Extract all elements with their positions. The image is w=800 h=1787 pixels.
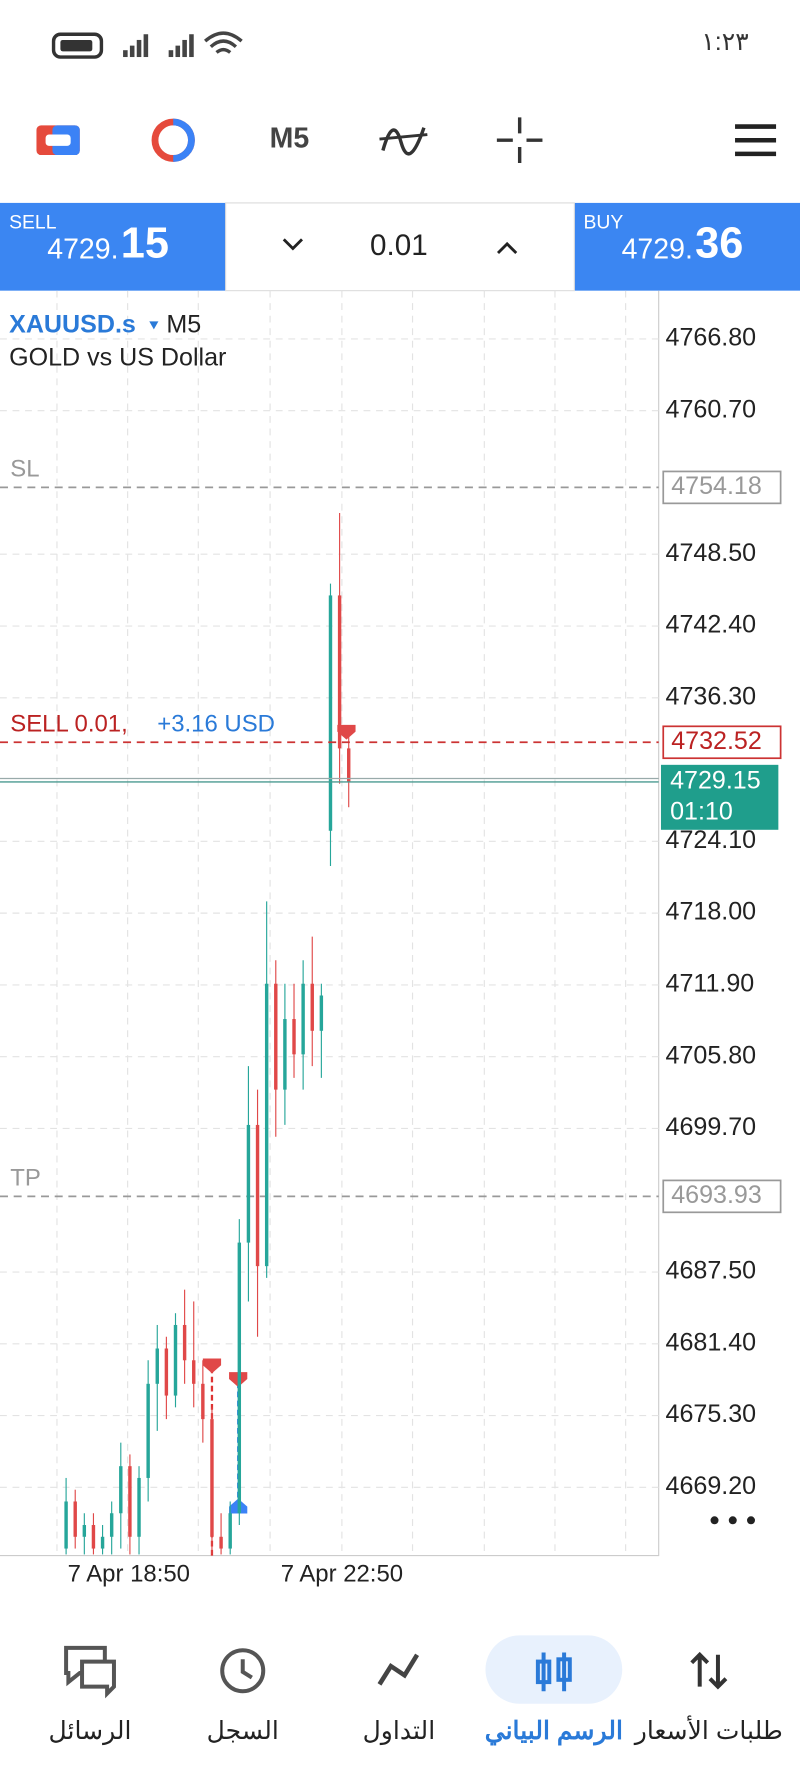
- candle-body: [146, 1383, 150, 1478]
- candle-body: [310, 983, 314, 1031]
- y-tick-label: 4766.80: [666, 324, 757, 352]
- volume-box: [225, 202, 575, 292]
- candle-body: [201, 1383, 205, 1420]
- y-tick-label: 4687.50: [666, 1257, 757, 1285]
- sl-box: [662, 470, 782, 505]
- position-label: SELL 0.01,: [10, 711, 127, 738]
- candle-body: [109, 1513, 114, 1537]
- candle-body: [274, 983, 278, 1090]
- toolbar-icons[interactable]: [36, 117, 777, 164]
- candle-body: [301, 983, 305, 1055]
- y-tick-label: 4681.40: [666, 1328, 757, 1356]
- candle-body: [255, 1124, 260, 1267]
- position-box: [662, 725, 782, 760]
- sell-button[interactable]: [0, 202, 226, 291]
- x-label: 7 Apr 22:50: [281, 1560, 403, 1587]
- sell-price: 4729.: [47, 233, 118, 265]
- candle-body: [119, 1466, 123, 1514]
- candle-body: [137, 1477, 141, 1537]
- candle-body: [228, 1513, 232, 1549]
- candle-body: [237, 1242, 242, 1514]
- candle-body: [173, 1324, 178, 1396]
- candle-body: [64, 1501, 68, 1549]
- candle-body: [328, 595, 333, 831]
- candle-body: [347, 748, 351, 782]
- y-tick-label: 4669.20: [666, 1472, 757, 1500]
- y-tick-label: 4711.90: [666, 970, 755, 998]
- candle-body: [100, 1536, 105, 1549]
- vertical-grid: [56, 290, 627, 1556]
- candle-body: [210, 1419, 214, 1537]
- symbol-description: GOLD vs US Dollar: [9, 344, 226, 372]
- clock: ١:٢٣: [701, 28, 748, 56]
- sl-price: 4754.18: [671, 472, 762, 500]
- trade-markers: [202, 724, 356, 1556]
- candle-body: [246, 1124, 251, 1243]
- candle-body: [283, 1019, 287, 1090]
- bid-box: [660, 764, 779, 830]
- y-tick-label: 4718.00: [666, 898, 757, 926]
- volume: 0.01: [370, 229, 428, 262]
- nav-active-bg: [485, 1635, 623, 1704]
- symbol-caret: [149, 321, 159, 330]
- candle-body: [337, 595, 342, 749]
- volume-arrows[interactable]: [282, 238, 518, 255]
- candle-body: [264, 983, 269, 1267]
- candle-body: [91, 1525, 96, 1549]
- nav-label[interactable]: طلبات الأسعار: [633, 1714, 783, 1746]
- y-tick-label: 4760.70: [666, 395, 757, 423]
- sell-label: SELL: [9, 212, 57, 234]
- buy-price-big: 36: [695, 220, 743, 268]
- timeframe-button[interactable]: M5: [270, 123, 310, 155]
- candle-body: [292, 1019, 296, 1055]
- y-tick-label: 4675.30: [666, 1400, 757, 1428]
- status-icons: [51, 31, 243, 59]
- position-profit: +3.16 USD: [157, 711, 275, 738]
- y-tick-label: 4724.10: [666, 826, 757, 854]
- candle-body: [128, 1466, 132, 1537]
- candle-body: [155, 1348, 159, 1384]
- candle-body: [192, 1360, 196, 1384]
- nav-label[interactable]: الرسم البياني: [485, 1717, 623, 1746]
- position-price: 4732.52: [671, 727, 762, 755]
- nav-label[interactable]: السجل: [207, 1717, 279, 1745]
- sl-label: SL: [10, 456, 39, 483]
- candle-body: [319, 995, 324, 1031]
- tp-label: TP: [10, 1165, 41, 1192]
- chart-border: [0, 290, 660, 1557]
- candle-body: [182, 1324, 187, 1361]
- candle-body: [82, 1525, 87, 1537]
- tp-box: [662, 1179, 782, 1214]
- y-tick-label: 4699.70: [666, 1113, 757, 1141]
- buy-price: 4729.: [622, 233, 693, 265]
- sell-price-big: 15: [121, 220, 169, 268]
- nav-icons: [64, 1645, 728, 1699]
- candle-body: [164, 1348, 169, 1396]
- chart-timeframe: M5: [166, 311, 201, 339]
- y-tick-label: 4736.30: [666, 682, 757, 710]
- y-tick-label: 4748.50: [666, 539, 757, 567]
- tp-price: 4693.93: [671, 1181, 762, 1209]
- bid-price: 4729.15: [670, 767, 761, 795]
- buy-label: BUY: [583, 212, 623, 234]
- candle-body: [219, 1536, 223, 1549]
- y-tick-label: 4705.80: [666, 1041, 757, 1069]
- bar-countdown: 01:10: [670, 797, 733, 825]
- buy-button[interactable]: [574, 202, 800, 291]
- symbol[interactable]: XAUUSD.s: [9, 311, 136, 339]
- y-tick-label: 4742.40: [666, 611, 757, 639]
- x-label: 7 Apr 18:50: [68, 1560, 190, 1587]
- candle-body: [73, 1501, 77, 1537]
- nav-label[interactable]: الرسائل: [49, 1717, 132, 1746]
- nav-label[interactable]: التداول: [363, 1717, 436, 1746]
- more-button[interactable]: [710, 1516, 755, 1525]
